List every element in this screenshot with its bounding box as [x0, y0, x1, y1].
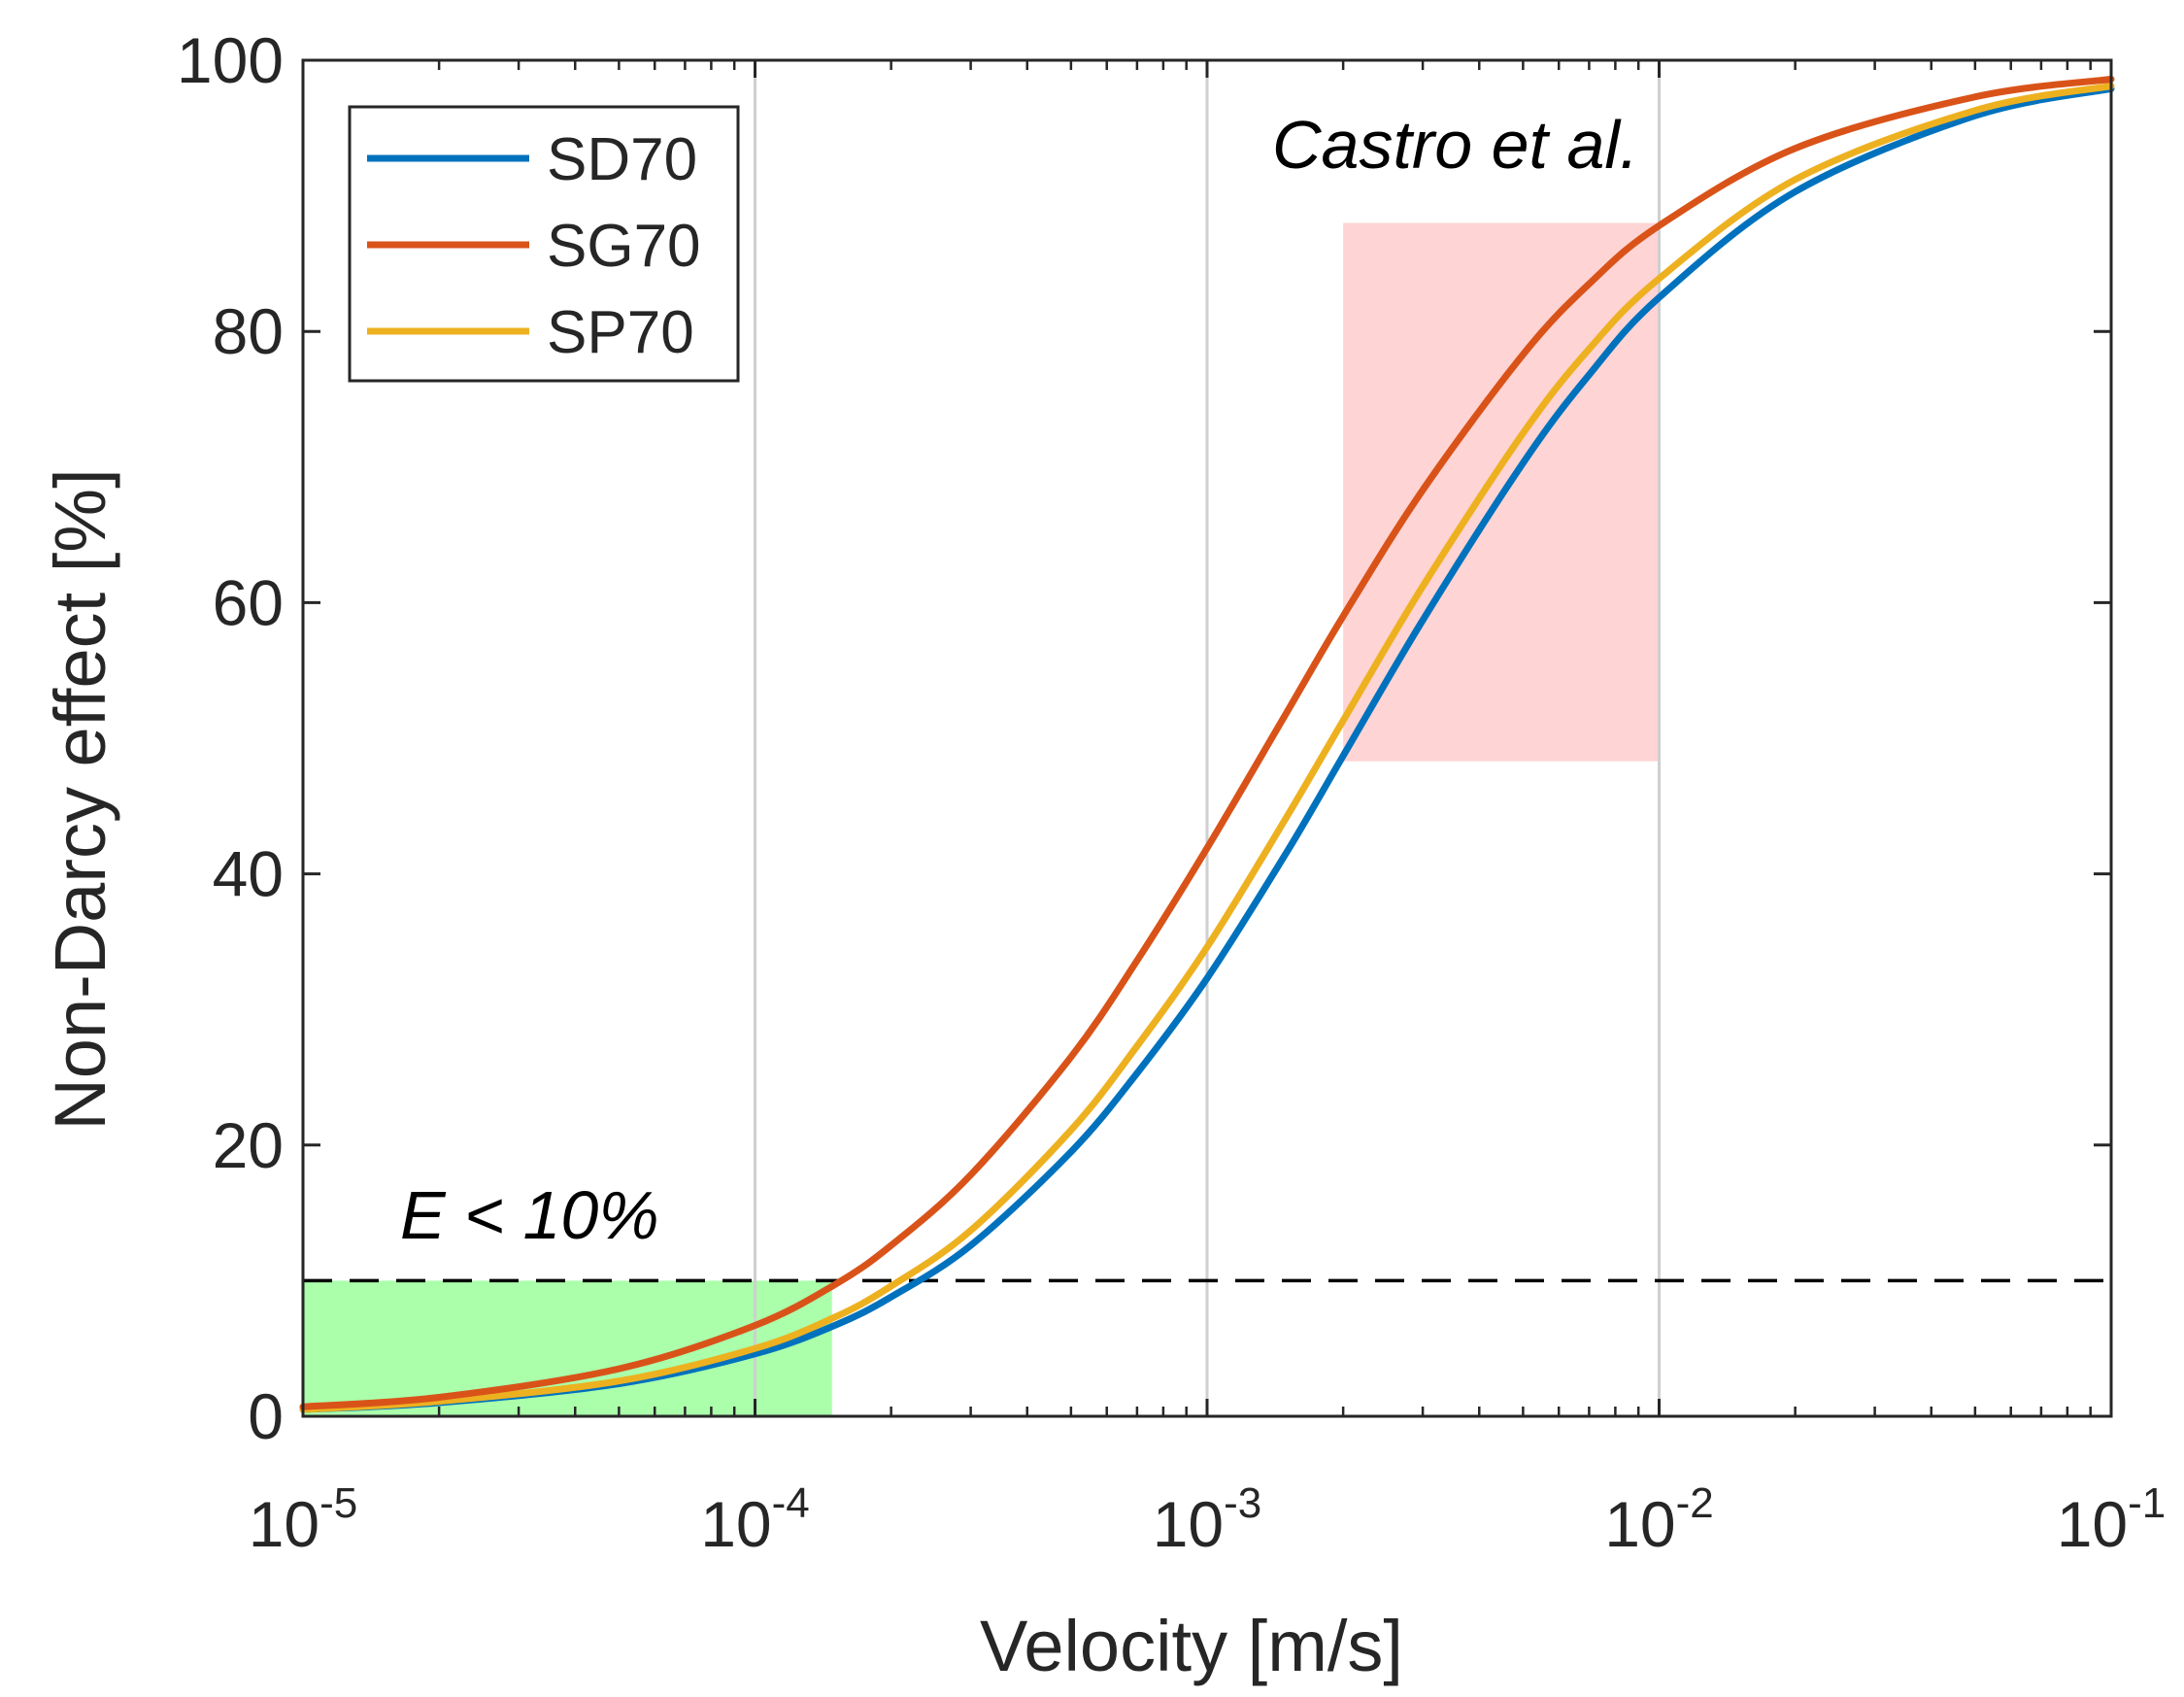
y-axis-label: Non-Darcy effect [%]: [40, 468, 120, 1130]
y-tick-label: 0: [248, 1380, 284, 1452]
legend-label-sp70: SP70: [547, 299, 694, 366]
threshold-annotation-symbol: E: [400, 1177, 447, 1253]
grid-lines: [754, 60, 1661, 1416]
x-tick-label: 10-3: [1153, 1479, 1262, 1560]
legend: SD70 SG70 SP70: [348, 105, 740, 383]
threshold-annotation: E < 10%: [400, 1177, 659, 1253]
x-tick-label: 10-2: [1604, 1479, 1714, 1560]
y-tick-label: 100: [177, 24, 284, 96]
series-line-sp70: [299, 83, 2115, 1413]
x-axis-label: Velocity [m/s]: [980, 1606, 1403, 1686]
x-tick-label: 10-4: [700, 1479, 810, 1560]
threshold-annotation-rest: < 10%: [446, 1177, 659, 1253]
y-tick-label: 60: [213, 566, 284, 638]
castro-annotation: Castro et al.: [1272, 107, 1638, 183]
y-tick-label: 20: [213, 1109, 284, 1181]
x-tick-label: 10-5: [249, 1479, 358, 1560]
axis-ticks: 0 20 40 60 80 100 10-5 10-4 10-3 10-2 10-1: [177, 24, 2166, 1560]
x-tick-label: 10-1: [2057, 1479, 2167, 1560]
series-line-sd70: [299, 85, 2115, 1413]
series-lines: [299, 76, 2115, 1413]
y-tick-label: 40: [213, 838, 284, 910]
y-tick-label: 80: [213, 295, 284, 367]
legend-label-sg70: SG70: [547, 213, 701, 280]
legend-label-sd70: SD70: [547, 126, 697, 193]
series-line-sg70: [299, 76, 2115, 1410]
